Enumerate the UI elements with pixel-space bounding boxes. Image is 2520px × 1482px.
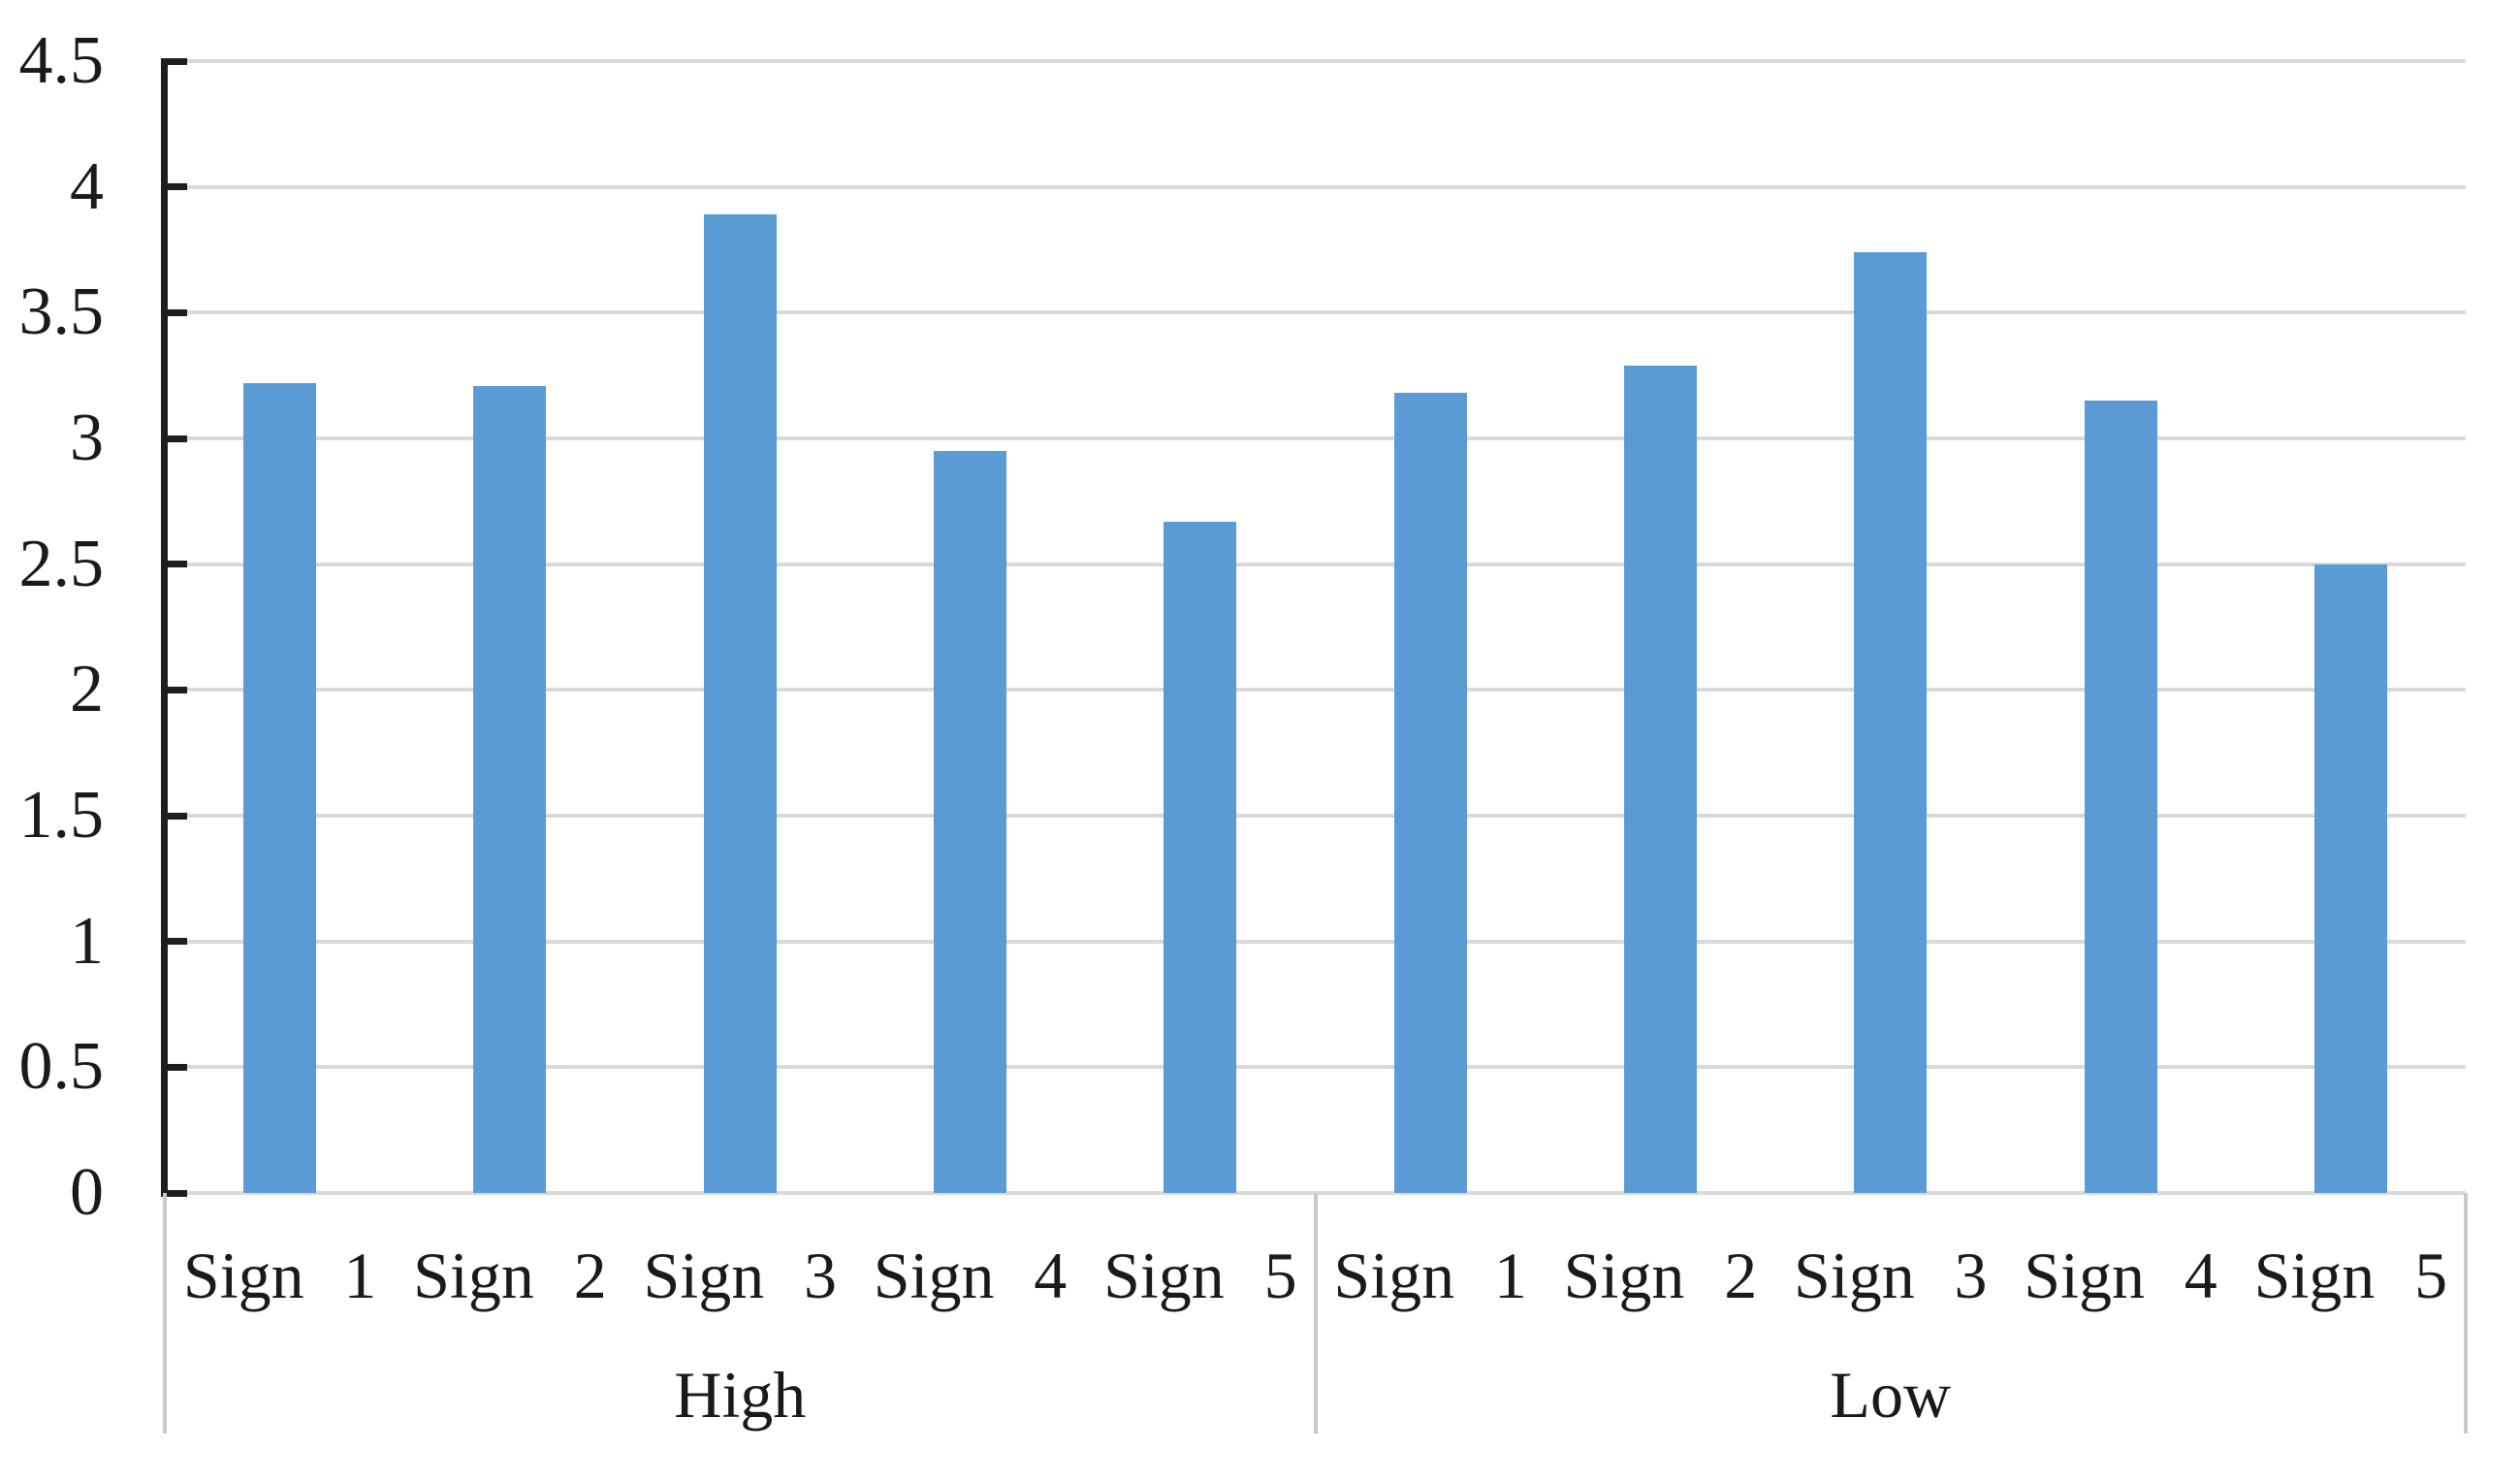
- y-axis-tick: [161, 308, 187, 316]
- bar: [243, 382, 317, 1193]
- y-tick-label: 0: [70, 1155, 104, 1230]
- category-divider: [1313, 1193, 1318, 1434]
- bar: [1623, 365, 1697, 1193]
- x-group-label: High: [674, 1358, 807, 1432]
- y-tick-label: 2: [70, 652, 104, 727]
- y-axis-tick: [161, 1063, 187, 1071]
- bar: [2313, 564, 2387, 1193]
- y-axis-tick: [161, 812, 187, 820]
- gridline: [165, 939, 2466, 944]
- bar: [473, 385, 547, 1193]
- x-category-label: Sign 2: [413, 1239, 607, 1312]
- x-category-label: Sign 2: [1563, 1239, 1758, 1312]
- x-category-label: Sign 5: [1103, 1239, 1297, 1312]
- gridline: [165, 562, 2466, 566]
- x-category-label: Sign 1: [182, 1239, 377, 1312]
- gridline: [165, 1065, 2466, 1070]
- bar: [1854, 252, 1928, 1193]
- y-axis-tick: [161, 435, 187, 442]
- gridline: [165, 59, 2466, 63]
- bar: [2084, 401, 2157, 1193]
- gridline: [165, 310, 2466, 315]
- y-axis-tick: [161, 938, 187, 946]
- gridline: [165, 184, 2466, 189]
- gridline: [165, 688, 2466, 693]
- gridline: [165, 436, 2466, 440]
- y-axis-tick: [161, 686, 187, 693]
- x-category-label: Sign 3: [1793, 1239, 1988, 1312]
- y-tick-label: 0.5: [18, 1029, 105, 1105]
- x-category-label: Sign 5: [2253, 1239, 2448, 1312]
- y-axis-line: [161, 61, 168, 1196]
- y-tick-label: 3: [70, 401, 104, 475]
- y-axis-tick: [161, 183, 187, 191]
- y-tick-label: 2.5: [18, 526, 105, 601]
- y-axis-tick: [161, 57, 187, 65]
- gridline: [165, 814, 2466, 818]
- x-category-label: Sign 1: [1333, 1239, 1527, 1312]
- y-tick-label: 1.5: [18, 778, 105, 853]
- bar: [1393, 393, 1467, 1193]
- x-group-label: Low: [1830, 1358, 1952, 1432]
- category-divider: [2464, 1193, 2468, 1434]
- y-tick-label: 3.5: [18, 274, 105, 350]
- y-axis-tick: [161, 1189, 187, 1197]
- y-axis-tick: [161, 561, 187, 568]
- x-category-label: Sign 3: [643, 1239, 838, 1312]
- x-category-label: Sign 4: [873, 1239, 1068, 1312]
- category-divider: [163, 1193, 167, 1434]
- bar: [703, 214, 777, 1193]
- bar: [1164, 521, 1237, 1193]
- y-tick-label: 1: [70, 903, 104, 979]
- y-tick-label: 4.5: [18, 23, 105, 98]
- y-tick-label: 4: [70, 148, 104, 224]
- bar: [934, 450, 1007, 1193]
- x-category-label: Sign 4: [2024, 1239, 2217, 1312]
